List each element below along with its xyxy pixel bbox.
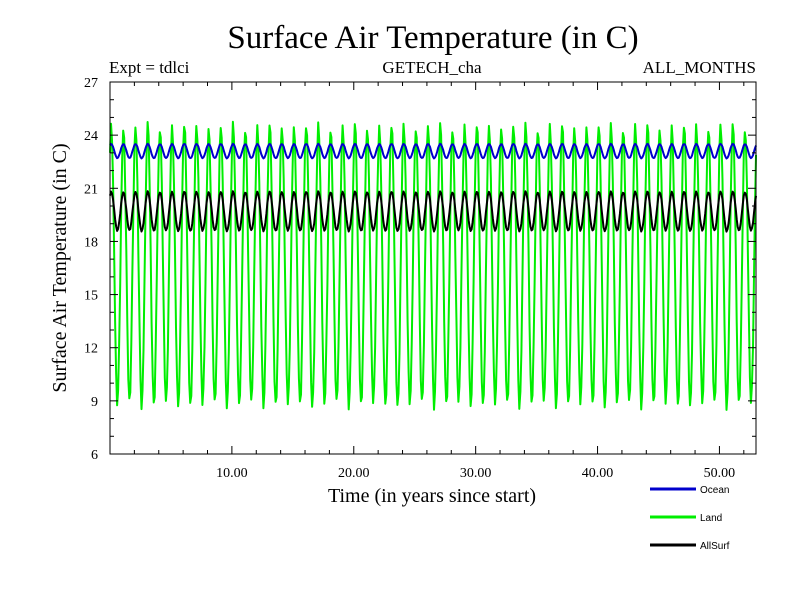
legend-label-allsurf: AllSurf <box>700 541 730 552</box>
x-axis: 10.00 20.00 30.00 40.00 50.00 <box>133 82 745 481</box>
x-axis-label: Time (in years since start) <box>328 485 536 507</box>
dataset-label: GETECH_cha <box>382 58 482 77</box>
experiment-label: Expt = tdlci <box>109 58 190 77</box>
y-tick-label: 9 <box>91 395 98 410</box>
legend: Ocean Land AllSurf <box>650 485 730 552</box>
series-line-allsurf <box>109 190 757 233</box>
y-tick-label: 21 <box>84 182 98 197</box>
months-label: ALL_MONTHS <box>643 58 756 77</box>
y-tick-label: 27 <box>84 76 98 91</box>
series-layer <box>109 120 757 411</box>
x-tick-label: 50.00 <box>704 466 736 481</box>
x-tick-label: 10.00 <box>216 466 248 481</box>
plot-frame <box>109 81 757 455</box>
y-axis-label: Surface Air Temperature (in C) <box>49 143 71 392</box>
y-tick-label: 18 <box>84 235 98 250</box>
legend-label-ocean: Ocean <box>700 485 729 496</box>
series-line-ocean <box>109 142 757 160</box>
y-tick-label: 15 <box>84 289 98 304</box>
y-tick-label: 12 <box>84 342 98 357</box>
legend-label-land: Land <box>700 513 722 524</box>
y-axis: 6 9 12 15 18 21 24 27 <box>84 76 756 463</box>
chart-title: Surface Air Temperature (in C) <box>227 20 638 56</box>
y-tick-label: 6 <box>91 448 98 463</box>
x-tick-label: 40.00 <box>582 466 614 481</box>
series-line-land <box>109 120 757 411</box>
x-tick-label: 20.00 <box>338 466 370 481</box>
y-tick-label: 24 <box>84 129 98 144</box>
x-tick-label: 30.00 <box>460 466 492 481</box>
